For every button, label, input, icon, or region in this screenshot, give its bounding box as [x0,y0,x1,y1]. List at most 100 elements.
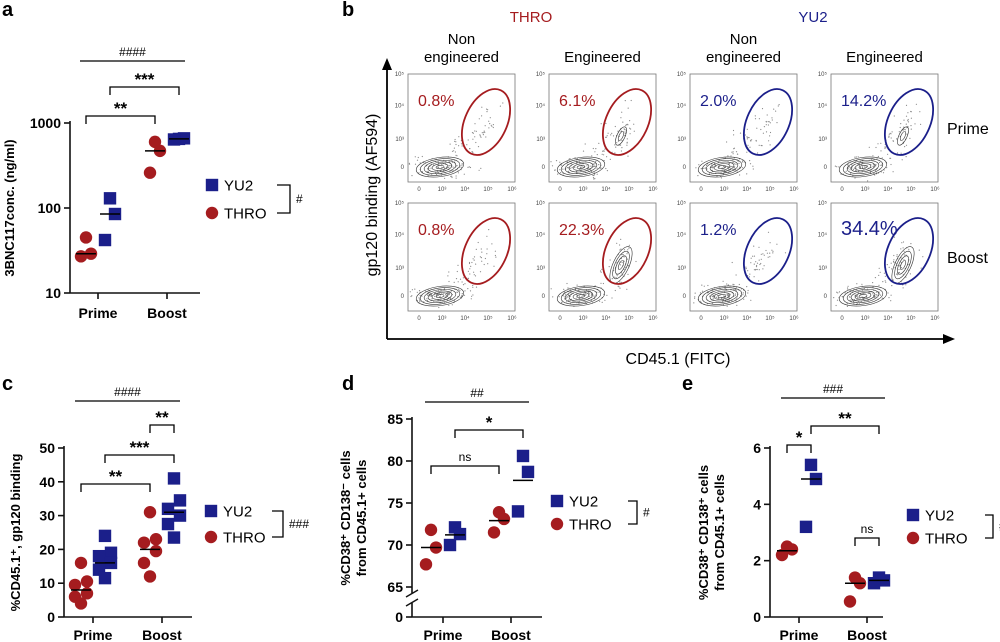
flow-event-dot [472,258,474,260]
flow-event-dot [441,166,443,168]
contour-line [850,161,876,173]
flow-y-tick-label: 10⁵ [677,200,687,207]
flow-event-dot [898,131,900,133]
flow-event-dot [723,295,726,297]
flow-event-dot [893,254,895,257]
flow-event-dot [458,145,460,147]
flow-event-dot [896,255,898,257]
flow-event-dot [626,138,628,140]
flow-y-tick-label: 10⁴ [395,102,405,109]
flow-event-dot [599,168,601,170]
significance-label: * [796,428,803,447]
flow-event-dot [769,122,772,124]
flow-event-dot [735,169,737,171]
flow-event-dot [469,166,472,169]
flow-event-dot [448,304,450,306]
flow-event-dot [747,136,749,139]
flow-event-dot [626,141,628,143]
flow-event-dot [769,242,771,244]
flow-event-dot [900,152,902,154]
flow-event-dot [881,157,883,159]
flow-event-dot [701,284,703,286]
gate-percentage: 1.2% [700,222,736,239]
flow-event-dot [600,123,602,125]
y-tick-label: 10 [45,285,61,301]
flow-event-dot [880,171,882,173]
gate-percentage: 2.0% [700,93,736,110]
flow-x-tick-label: 10⁴ [460,186,470,193]
flow-event-dot [701,290,704,292]
flow-event-dot [578,295,581,297]
flow-event-dot [488,127,490,129]
flow-event-dot [601,301,603,303]
flow-event-dot [474,275,477,277]
flow-event-dot [491,243,493,245]
flow-event-dot [748,137,750,139]
flow-event-dot [427,175,429,177]
flow-event-dot [471,132,474,134]
flow-x-tick-label: 0 [699,187,703,193]
flow-event-dot [884,147,886,150]
flow-event-dot [487,109,489,111]
flow-event-dot [905,144,908,146]
flow-event-dot [763,126,766,128]
column-title: engineered [424,49,499,66]
flow-event-dot [623,256,625,258]
contour-line [576,294,586,298]
legend-label: THRO [925,531,968,548]
flow-event-dot [593,295,595,297]
contour-line [709,290,735,302]
flow-event-dot [582,294,584,296]
flow-y-tick-label: 10³ [677,137,686,143]
flow-event-dot [473,271,475,273]
flow-event-dot [426,298,428,300]
flow-event-dot [694,297,696,299]
flow-event-dot [773,108,775,110]
flow-event-dot [767,256,769,258]
flow-event-dot [732,169,734,171]
contour-line [576,165,586,169]
plot-frame [407,202,516,312]
flow-event-dot [749,163,752,165]
flow-event-dot [868,291,870,293]
flow-event-dot [884,275,887,277]
flow-event-dot [579,166,582,168]
legend-label: THRO [224,206,267,223]
flow-event-dot [893,115,895,117]
contour-line [427,161,453,173]
flow-event-dot [896,138,898,140]
flow-event-dot [902,247,904,249]
flow-event-dot [777,105,779,107]
flow-event-dot [411,175,413,177]
contour-line [705,159,739,175]
flow-event-dot [618,286,620,288]
flow-event-dot [621,147,623,149]
flow-event-dot [469,268,471,270]
flow-event-dot [601,153,603,155]
flow-event-dot [850,173,852,175]
data-point-thro [143,506,157,519]
data-point-thro [843,595,857,608]
flow-x-tick-label: 10⁶ [930,315,940,322]
flow-event-dot [620,272,623,274]
flow-event-dot [619,264,622,266]
gate-ellipse [742,217,794,285]
flow-y-tick-label: 10⁴ [818,102,828,109]
contour-line [697,285,747,307]
panel-letter: a [2,0,14,21]
flow-event-dot [457,172,459,174]
flow-x-tick-label: 10⁴ [601,186,611,193]
flow-event-dot [771,249,773,251]
data-point-thro [68,578,82,592]
flow-event-dot [435,172,437,174]
flow-event-dot [489,123,491,125]
data-point-thro [149,533,163,546]
flow-event-dot [731,166,733,168]
gate-percentage: 0.8% [418,222,454,239]
flow-event-dot [619,144,622,146]
contour-line [564,288,598,304]
flow-event-dot [568,158,570,160]
flow-event-dot [752,165,754,167]
flow-event-dot [914,123,916,125]
flow-x-tick-label: 10⁵ [765,186,775,193]
